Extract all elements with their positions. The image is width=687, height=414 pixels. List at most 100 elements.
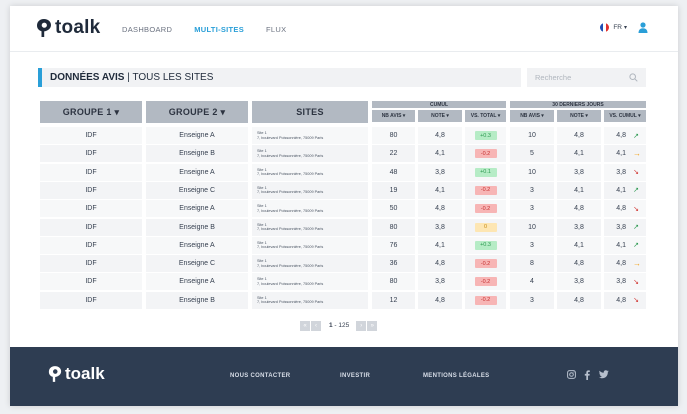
cell-groupe2: Enseigne B <box>146 218 248 236</box>
footer-logo[interactable]: toalk <box>48 365 105 383</box>
cell-vs-cumul: 4,1 ↗ <box>604 181 646 199</box>
cell-groupe2: Enseigne A <box>146 273 248 291</box>
footer-link-invest[interactable]: INVESTIR <box>340 373 371 379</box>
cell-note-30j: 4,8 <box>557 291 601 309</box>
cell-groupe2: Enseigne B <box>146 291 248 309</box>
table-row[interactable]: IDF Enseigne A Site 1 7, boulevard Poissonn… <box>40 200 646 218</box>
delta-badge: +0.3 <box>474 240 497 250</box>
pagination-range: - 125 <box>332 322 350 329</box>
cell-note: 4,8 <box>418 200 462 218</box>
cumul-value: 4,8 <box>616 296 626 304</box>
logo[interactable]: toalk <box>36 18 100 38</box>
nav-multi-sites[interactable]: MULTI-SITES <box>194 25 245 34</box>
nav-flux[interactable]: FLUX <box>266 25 287 34</box>
logo-icon <box>48 366 62 382</box>
site-name: Site 1 <box>257 222 267 227</box>
last-page-icon[interactable]: » <box>367 320 378 331</box>
site-address: 7, boulevard Poissonnière, 75009 Paris <box>257 245 324 250</box>
column-group-cumul: CUMUL <box>372 101 506 108</box>
table-row[interactable]: IDF Enseigne A Site 1 7, boulevard Poissonn… <box>40 236 646 255</box>
search-input[interactable] <box>535 71 625 84</box>
cell-vs-cumul: 4,1 ↗ <box>604 236 646 254</box>
french-flag-icon[interactable] <box>600 23 610 32</box>
cell-nb-avis-30j: 10 <box>510 127 554 144</box>
cell-vs-cumul: 4,8 → <box>604 255 646 273</box>
table-row[interactable]: IDF Enseigne A Site 1 7, boulevard Poissonn… <box>40 127 646 145</box>
next-page-icon[interactable]: › <box>356 320 367 331</box>
cell-note-30j: 3,8 <box>557 273 601 291</box>
footer-logo-text: toalk <box>65 364 105 383</box>
column-header-note[interactable]: NOTE ▾ <box>418 110 462 122</box>
column-group-30-jours: 30 DERNIERS JOURS <box>510 101 646 108</box>
cell-groupe1: IDF <box>40 127 142 144</box>
user-icon[interactable] <box>638 22 648 33</box>
cell-nb-avis: 80 <box>372 273 415 291</box>
cell-vs-total: -0.2 <box>465 200 506 218</box>
facebook-icon[interactable] <box>584 370 590 380</box>
nav-dashboard[interactable]: DASHBOARD <box>122 25 173 34</box>
cell-vs-total: 0 <box>465 218 506 236</box>
delta-badge: -0.2 <box>474 149 497 159</box>
cell-groupe1: IDF <box>40 291 142 309</box>
cumul-value: 4,8 <box>616 260 626 268</box>
footer-link-contact[interactable]: NOUS CONTACTER <box>230 373 291 379</box>
column-header-groupe2[interactable]: GROUPE 2 ▾ <box>146 101 248 123</box>
cell-site: Site 1 7, boulevard Poissonnière, 75009 P… <box>252 200 368 218</box>
delta-badge: 0 <box>474 222 497 232</box>
cell-site: Site 1 7, boulevard Poissonnière, 75009 P… <box>252 163 368 181</box>
cumul-value: 3,8 <box>616 168 626 176</box>
cell-site: Site 1 7, boulevard Poissonnière, 75009 P… <box>252 218 368 236</box>
cumul-value: 4,1 <box>616 150 626 158</box>
delta-badge: -0.2 <box>474 295 497 305</box>
language-selector[interactable]: FR <box>613 24 622 31</box>
trend-down-icon: ↘ <box>633 278 639 286</box>
cell-vs-total: -0.2 <box>465 145 506 163</box>
cell-note: 4,8 <box>418 127 462 144</box>
cell-vs-cumul: 3,8 ↘ <box>604 273 646 291</box>
search-icon[interactable] <box>629 73 638 82</box>
cell-nb-avis: 48 <box>372 163 415 181</box>
table-row[interactable]: IDF Enseigne C Site 1 7, boulevard Poissonn… <box>40 181 646 200</box>
table-row[interactable]: IDF Enseigne A Site 1 7, boulevard Poissonn… <box>40 163 646 182</box>
first-page-icon[interactable]: « <box>300 320 310 331</box>
search-box <box>527 68 646 87</box>
page-title-main: DONNÉES AVIS <box>50 72 125 83</box>
column-header-vs-cumul[interactable]: VS. CUMUL ▾ <box>604 110 646 122</box>
trend-down-icon: ↘ <box>633 205 639 213</box>
site-name: Site 1 <box>257 185 267 190</box>
cell-note-30j: 4,8 <box>557 200 601 218</box>
column-header-nb-avis-30j[interactable]: NB AVIS ▾ <box>510 110 554 122</box>
cell-groupe1: IDF <box>40 236 142 254</box>
cell-groupe2: Enseigne A <box>146 163 248 181</box>
site-address: 7, boulevard Poissonnière, 75009 Paris <box>257 227 324 231</box>
pagination-current: 1 <box>329 322 333 329</box>
cell-vs-cumul: 3,8 ↗ <box>604 218 646 236</box>
table-row[interactable]: IDF Enseigne A Site 1 7, boulevard Poissonn… <box>40 273 646 291</box>
site-name: Site 1 <box>257 295 267 300</box>
column-header-vs-total[interactable]: VS. TOTAL ▾ <box>465 110 506 122</box>
chevron-down-icon[interactable]: ▾ <box>623 25 627 31</box>
cell-site: Site 1 7, boulevard Poissonnière, 75009 P… <box>252 291 368 309</box>
prev-page-icon[interactable]: ‹ <box>311 320 321 331</box>
site-address: 7, boulevard Poissonnière, 75009 Paris <box>257 263 324 268</box>
table-row[interactable]: IDF Enseigne B Site 1 7, boulevard Poissonn… <box>40 218 646 237</box>
column-header-note-30j[interactable]: NOTE ▾ <box>557 110 601 122</box>
trend-flat-icon: → <box>633 259 641 269</box>
cell-nb-avis-30j: 3 <box>510 200 554 218</box>
delta-badge: -0.2 <box>474 259 497 269</box>
cell-groupe2: Enseigne A <box>146 200 248 218</box>
column-header-nb-avis[interactable]: NB AVIS ▾ <box>372 110 415 122</box>
trend-flat-icon: → <box>633 149 641 159</box>
cell-note: 4,1 <box>418 236 462 254</box>
instagram-icon[interactable] <box>567 370 576 379</box>
column-header-groupe1[interactable]: GROUPE 1 ▾ <box>40 101 142 123</box>
trend-up-icon: ↗ <box>633 242 639 250</box>
twitter-icon[interactable] <box>599 370 609 379</box>
table-row[interactable]: IDF Enseigne C Site 1 7, boulevard Poissonn… <box>40 255 646 273</box>
footer-link-legal[interactable]: MENTIONS LÉGALES <box>423 373 490 379</box>
table-row[interactable]: IDF Enseigne B Site 1 7, boulevard Poissonn… <box>40 145 646 163</box>
cell-groupe2: Enseigne A <box>146 236 248 254</box>
cell-groupe1: IDF <box>40 218 142 236</box>
table-row[interactable]: IDF Enseigne B Site 1 7, boulevard Poissonn… <box>40 291 646 310</box>
cell-site: Site 1 7, boulevard Poissonnière, 75009 P… <box>252 127 368 144</box>
